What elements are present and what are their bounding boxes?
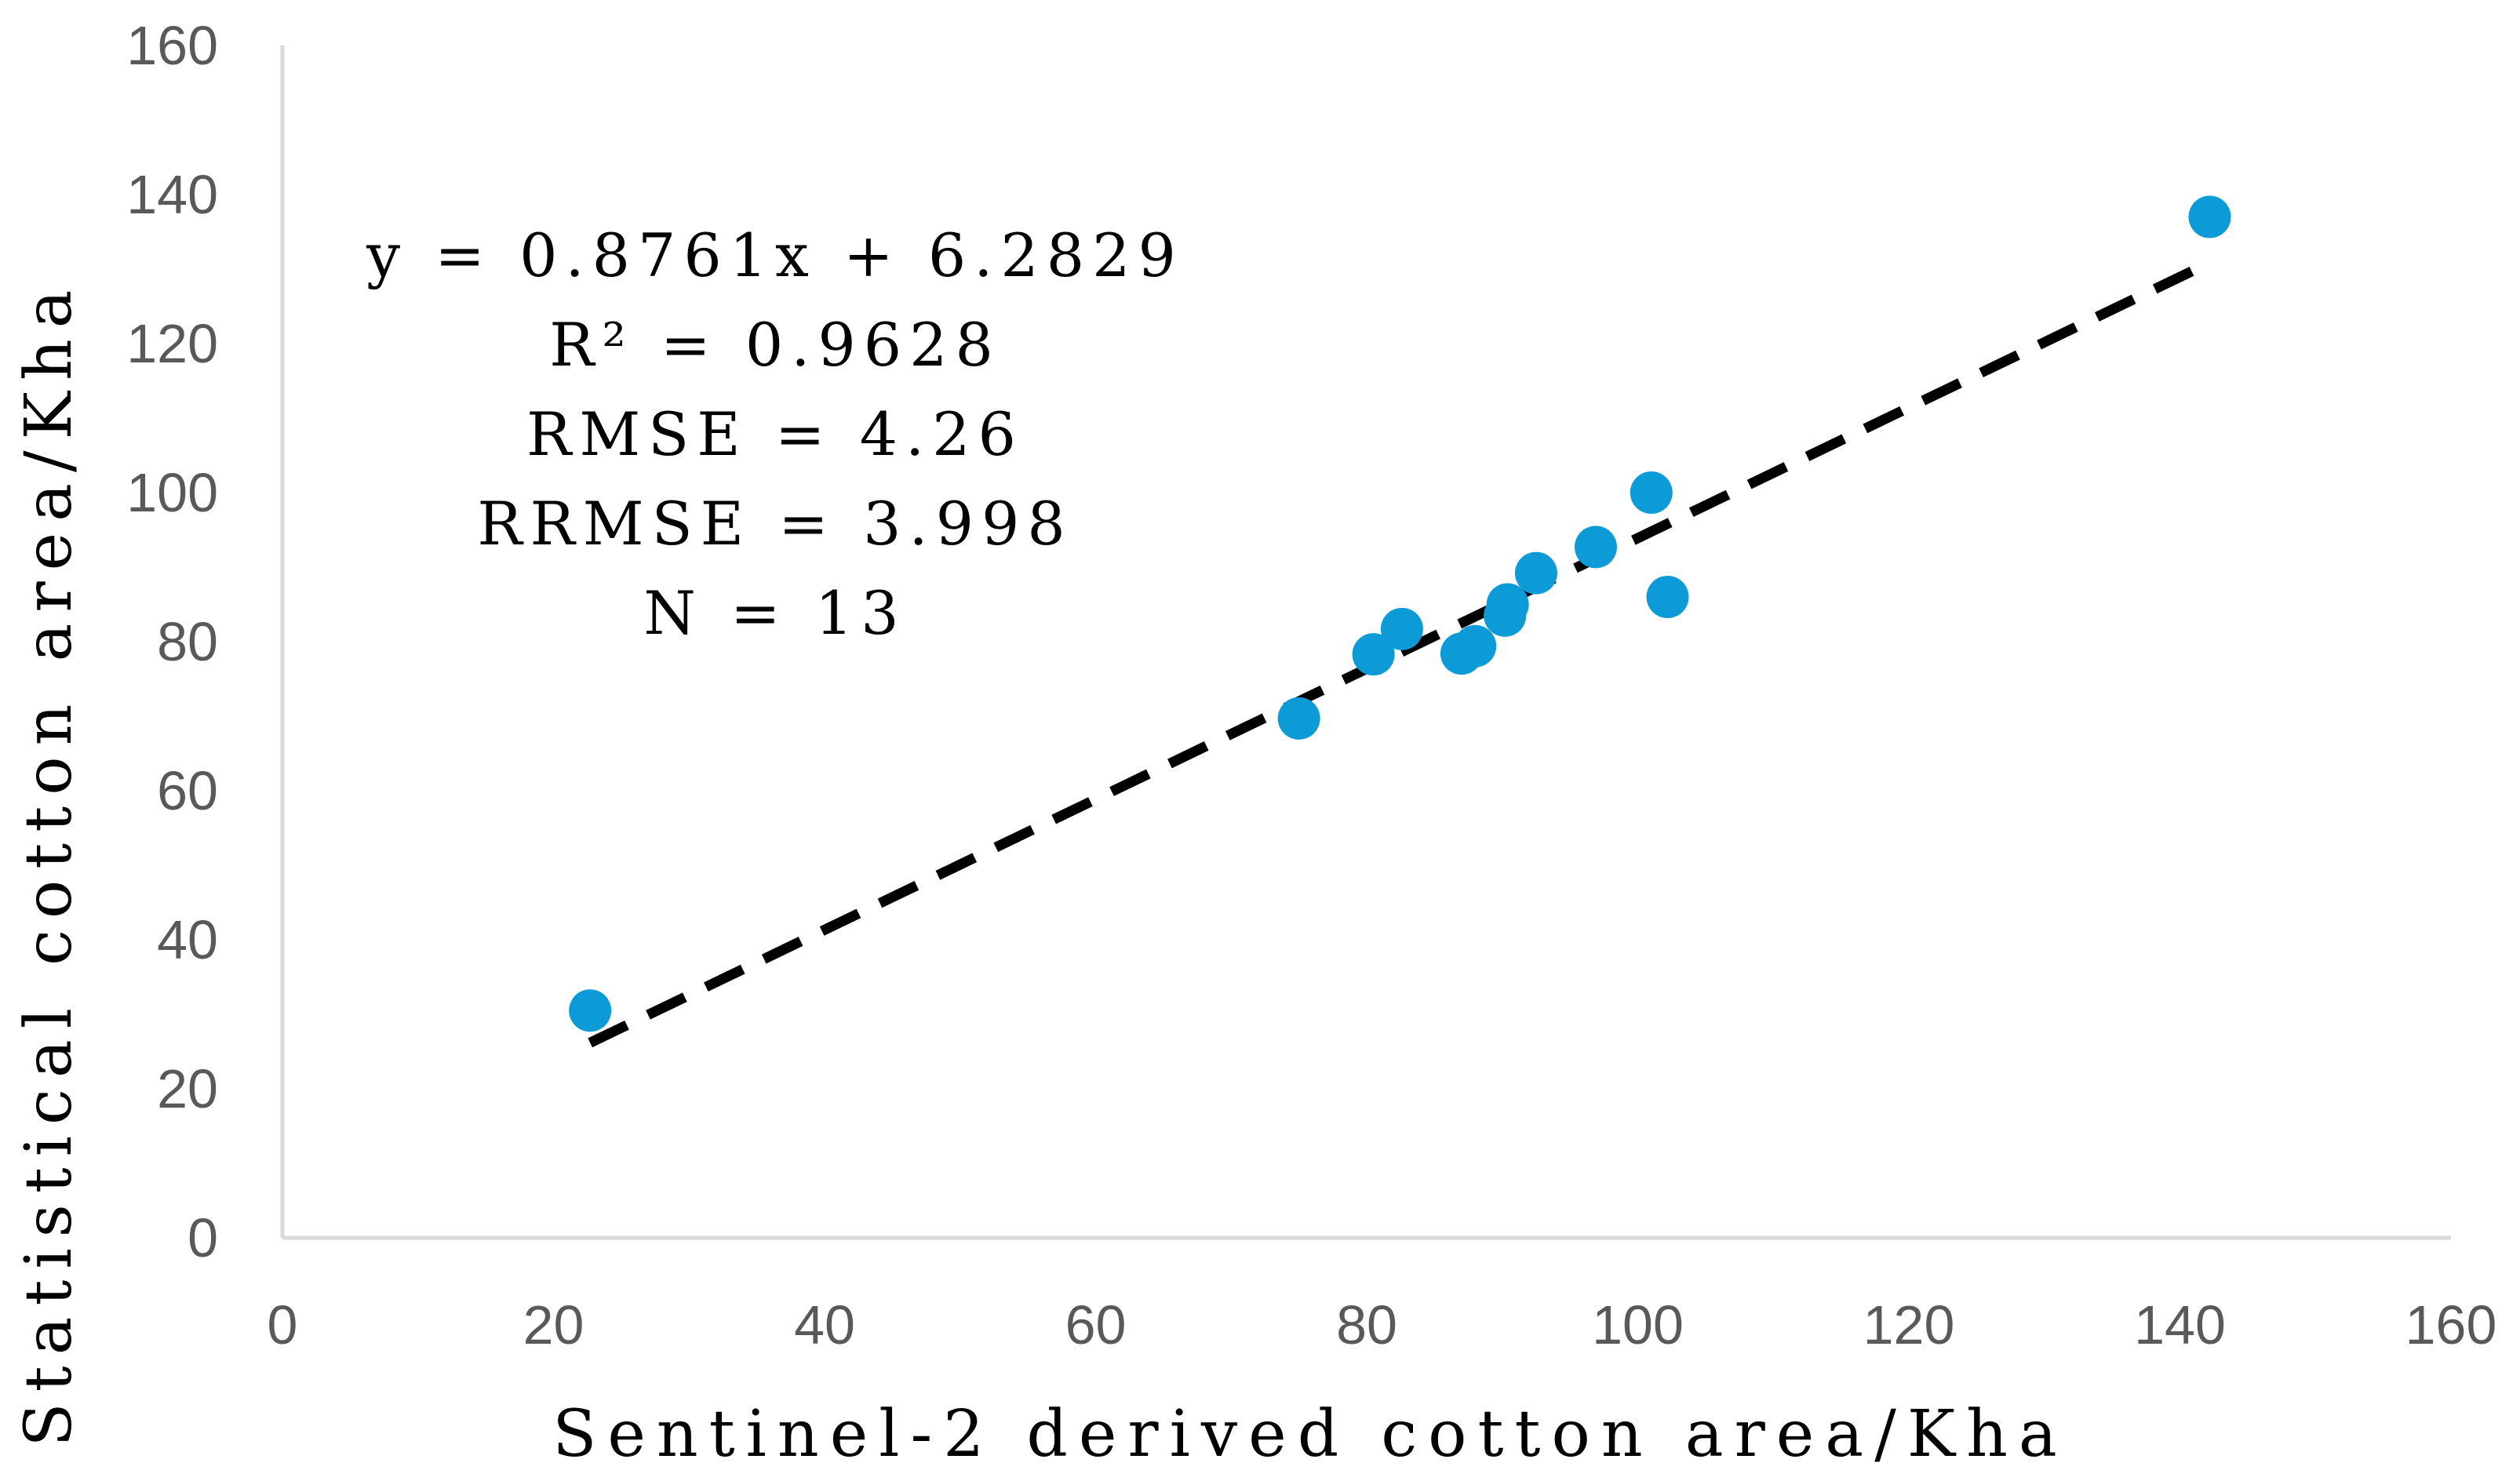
trendline xyxy=(588,257,2212,1048)
y-tick-label: 80 xyxy=(157,611,218,672)
data-point xyxy=(1380,607,1423,650)
trendline-layer xyxy=(588,257,2212,1048)
y-tick-label: 20 xyxy=(157,1058,218,1119)
data-point xyxy=(1277,697,1320,740)
data-point xyxy=(2188,195,2231,238)
y-tick-label: 160 xyxy=(126,15,218,76)
axes xyxy=(280,45,2451,1240)
data-point xyxy=(1514,551,1557,595)
data-point xyxy=(1574,526,1617,569)
annotation-line: R² = 0.9628 xyxy=(549,310,1001,380)
x-tick-label: 140 xyxy=(2134,1294,2226,1355)
annotation-line: RMSE = 4.26 xyxy=(526,399,1024,469)
x-tick-label: 120 xyxy=(1863,1294,1955,1355)
data-point xyxy=(569,989,612,1032)
y-tick-label: 60 xyxy=(157,760,218,821)
y-tick-label: 40 xyxy=(157,909,218,970)
regression-annotation: y = 0.8761x + 6.2829 R² = 0.9628 RMSE = 4.… xyxy=(366,220,1184,648)
x-tick-label: 60 xyxy=(1065,1294,1127,1355)
y-tick-label: 140 xyxy=(126,164,218,225)
x-tick-label: 0 xyxy=(268,1294,298,1355)
x-tick-label: 40 xyxy=(794,1294,855,1355)
data-point xyxy=(1454,624,1497,668)
x-tick-label: 80 xyxy=(1336,1294,1397,1355)
y-tick-label: 120 xyxy=(126,313,218,374)
x-tick-label: 160 xyxy=(2405,1294,2497,1355)
annotation-line: RRMSE = 3.998 xyxy=(477,489,1072,559)
data-point xyxy=(1646,576,1689,618)
y-tick-label: 100 xyxy=(126,462,218,523)
y-tick-label: 0 xyxy=(188,1207,218,1268)
x-axis-label: Sentinel-2 derived cotton area/Kha xyxy=(552,1397,2068,1472)
data-point xyxy=(1486,583,1529,626)
data-point xyxy=(1352,633,1395,676)
y-axis-label: Statistical cotton area/Kha xyxy=(12,278,86,1446)
data-point xyxy=(1630,471,1673,514)
x-tick-labels: 0 20 40 60 80 100 120 140 160 xyxy=(268,1294,2497,1355)
annotation-line: N = 13 xyxy=(643,578,906,648)
y-tick-labels: 0 20 40 60 80 100 120 140 160 xyxy=(126,15,218,1268)
data-points xyxy=(569,195,2231,1032)
x-tick-label: 20 xyxy=(523,1294,584,1355)
x-tick-label: 100 xyxy=(1592,1294,1684,1355)
annotation-line: y = 0.8761x + 6.2829 xyxy=(366,220,1184,290)
